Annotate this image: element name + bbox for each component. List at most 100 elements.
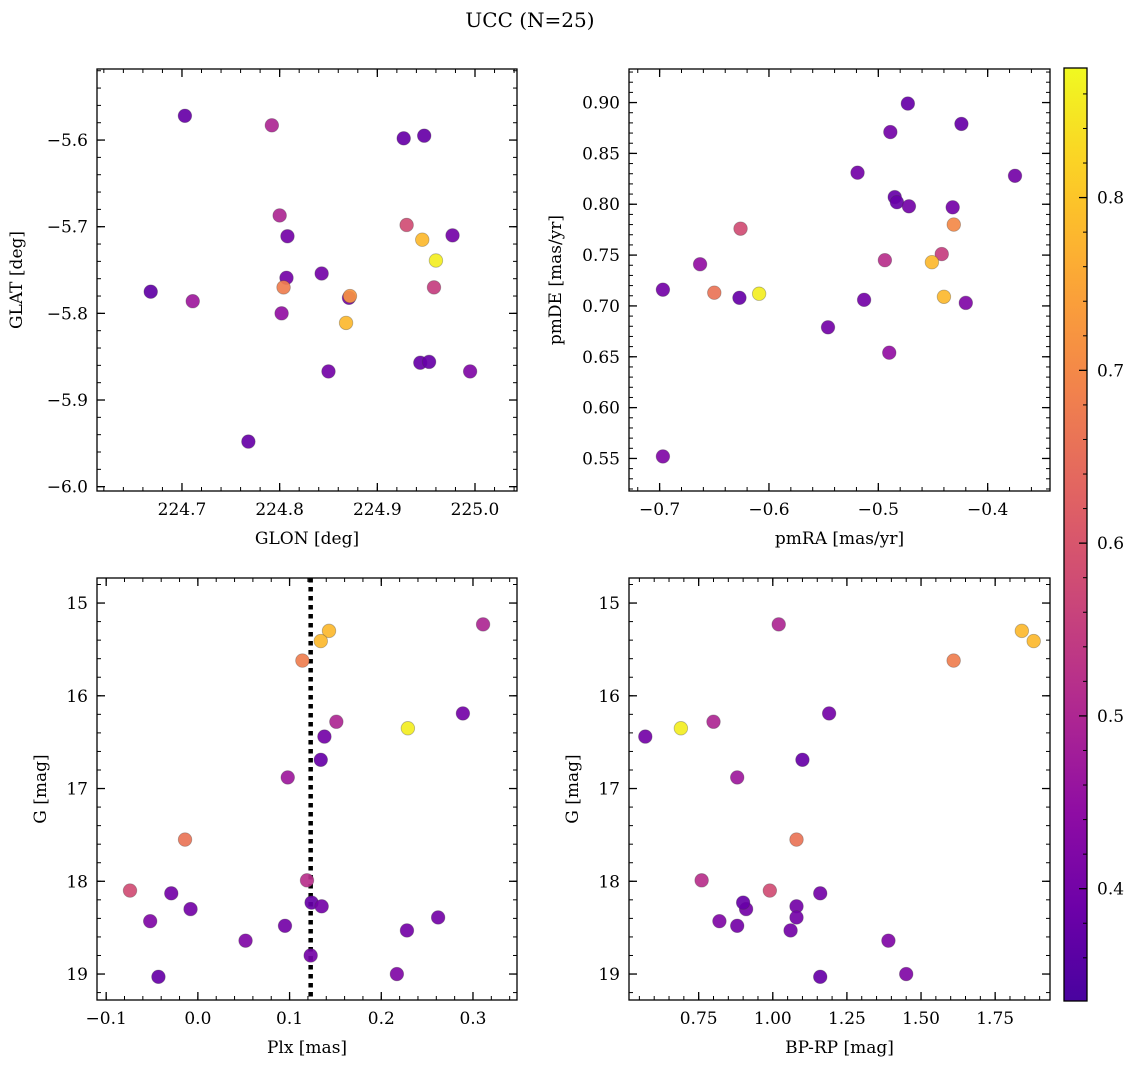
data-point (164, 886, 179, 901)
data-point (241, 434, 256, 449)
y-tick-label: 0.60 (582, 399, 620, 419)
data-point (430, 910, 446, 925)
data-point (771, 617, 786, 632)
data-point (338, 315, 354, 331)
x-tick-label: −0.4 (967, 500, 1008, 520)
data-point (299, 873, 315, 888)
data-point (177, 108, 193, 123)
data-point (426, 280, 442, 295)
x-tick-label: 1.75 (976, 1009, 1014, 1029)
data-point (428, 253, 444, 268)
y-tick-label: 0.55 (582, 449, 620, 469)
data-point (821, 706, 837, 721)
y-tick-label: 15 (598, 594, 620, 614)
minor-ticks (629, 578, 1050, 1000)
y-tick-label: 18 (598, 872, 620, 892)
x-tick-label: −0.7 (639, 500, 680, 520)
data-point (314, 266, 329, 281)
data-point (946, 653, 961, 668)
data-point (277, 918, 293, 934)
x-tick-label: 1.25 (828, 1009, 866, 1029)
figure-title: UCC (N=25) (465, 8, 594, 32)
data-point (945, 200, 960, 215)
data-point (789, 910, 804, 925)
minor-ticks (629, 69, 1050, 491)
y-tick-label: 17 (598, 780, 620, 800)
data-point (295, 653, 310, 668)
y-tick-label: 0.85 (582, 144, 620, 164)
y-axis-label: G [mag] (31, 754, 51, 823)
data-point (877, 252, 893, 268)
data-point (122, 883, 138, 898)
data-point (143, 284, 158, 299)
data-point (264, 118, 280, 133)
data-point (762, 883, 778, 898)
data-point (751, 286, 767, 301)
major-ticks (629, 69, 1050, 491)
data-point (795, 752, 810, 767)
data-point (238, 933, 253, 948)
data-point (272, 208, 287, 223)
data-point (151, 969, 166, 985)
x-tick-label: 1.00 (754, 1009, 792, 1029)
y-tick-label: −5.9 (47, 391, 88, 411)
data-point (692, 257, 708, 272)
data-point (475, 617, 491, 632)
y-tick-label: 16 (66, 687, 88, 707)
data-point (396, 131, 411, 146)
data-point (673, 721, 689, 736)
data-point (342, 288, 358, 304)
y-tick-label: −5.8 (47, 304, 88, 324)
colorbar-tick-label: 0.4 (1097, 880, 1124, 900)
data-point (881, 933, 896, 948)
data-points (638, 617, 1041, 985)
axes-frame (96, 68, 518, 492)
y-tick-label: 15 (66, 594, 88, 614)
data-point (321, 623, 337, 639)
y-tick-label: −5.7 (47, 218, 88, 238)
data-point (655, 282, 671, 297)
minor-ticks (97, 69, 517, 491)
x-tick-label: 0.3 (459, 1009, 486, 1029)
data-point (730, 918, 745, 934)
data-point (313, 752, 328, 767)
data-points (655, 96, 1023, 464)
x-axis-label: Plx [mas] (267, 1038, 347, 1058)
data-point (732, 290, 747, 305)
data-point (317, 729, 332, 744)
data-point (735, 895, 751, 910)
colorbar-frame (1063, 67, 1088, 1002)
data-point (185, 294, 200, 309)
y-tick-label: 0.65 (582, 348, 620, 368)
data-point (900, 96, 916, 111)
data-point (882, 345, 897, 360)
scatter-panel-1: 224.7 224.8 224.9 225.0 −5.6 −5.7 −5.8 −5.9 −6.0… (7, 68, 518, 549)
data-point (813, 969, 828, 985)
data-point (706, 714, 721, 729)
colorbar-tick-label: 0.6 (1097, 534, 1124, 554)
y-tick-label: 0.80 (582, 195, 620, 215)
data-point (789, 832, 804, 847)
y-axis-label: G [mag] (563, 754, 583, 823)
data-point (694, 873, 709, 888)
data-point (899, 966, 914, 982)
data-point (421, 354, 437, 370)
data-point (177, 832, 193, 847)
y-tick-label: 18 (66, 872, 88, 892)
x-tick-label: 224.8 (255, 500, 304, 520)
colorbar-tick-label: 0.8 (1097, 189, 1124, 209)
data-point (856, 292, 872, 308)
x-tick-label: −0.1 (86, 1009, 127, 1029)
data-point (183, 901, 198, 917)
data-point (274, 306, 289, 321)
colorbar-gradient (1064, 68, 1087, 1001)
data-point (314, 899, 329, 914)
data-point (712, 913, 727, 929)
axes-frame (96, 577, 518, 1001)
x-tick-label: 0.0 (184, 1009, 211, 1029)
data-point (417, 128, 432, 143)
data-point (276, 280, 291, 295)
data-point (936, 289, 952, 304)
y-tick-label: 17 (66, 780, 88, 800)
